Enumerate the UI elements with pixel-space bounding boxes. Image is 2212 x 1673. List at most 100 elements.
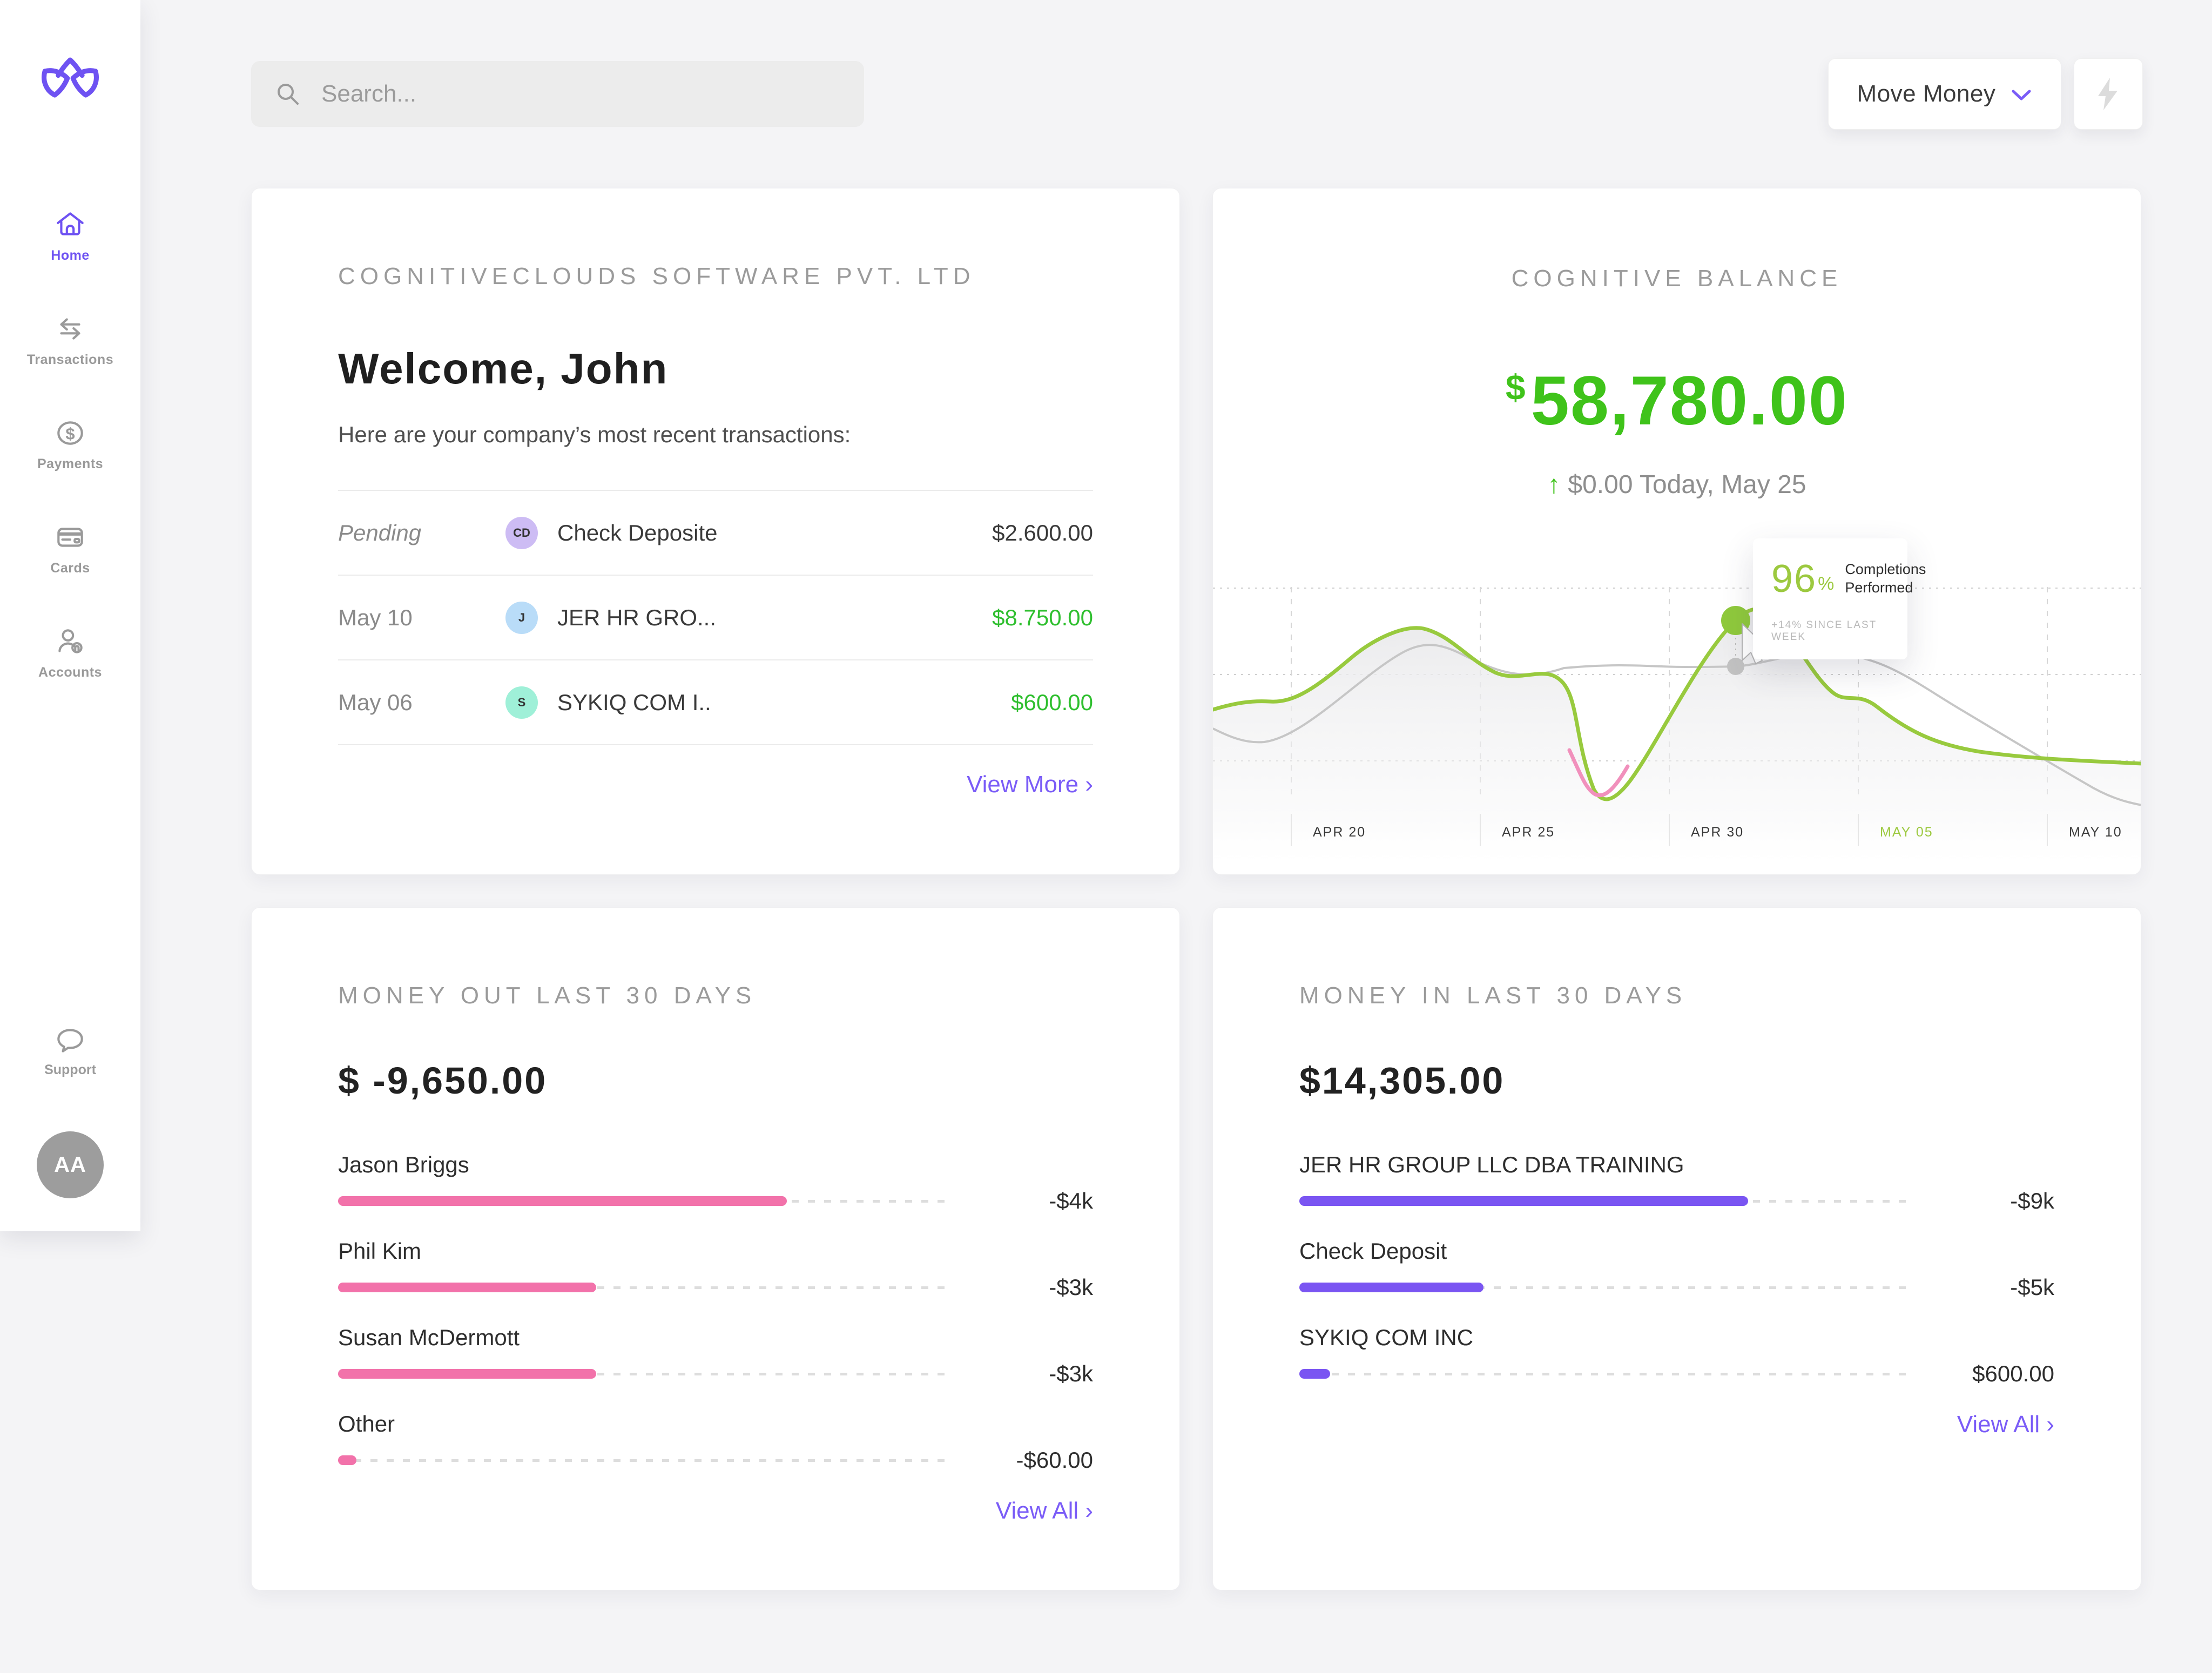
lightning-icon — [2098, 78, 2117, 110]
transaction-row[interactable]: May 10 J JER HR GRO... $8.750.00 — [338, 576, 1093, 660]
bar-value: -$5k — [2010, 1274, 2054, 1300]
previous-period-line — [1213, 644, 2141, 806]
view-all-link[interactable]: View All › — [995, 1497, 1093, 1524]
currency-symbol: $ — [1505, 367, 1526, 407]
money-out-row: Phil Kim -$3k — [338, 1238, 1093, 1300]
money-in-rows: JER HR GROUP LLC DBA TRAINING -$9k Check… — [1299, 1152, 2054, 1386]
balance-line-path — [1213, 607, 2141, 801]
bar-value: -$3k — [1049, 1274, 1093, 1300]
money-in-amount: $14,305.00 — [1299, 1060, 1505, 1102]
transaction-avatar: CD — [505, 516, 538, 549]
welcome-subtitle: Here are your company’s most recent tran… — [338, 422, 851, 447]
sidebar-item-accounts[interactable]: Accounts — [38, 625, 102, 680]
x-label: APR 25 — [1502, 825, 1555, 840]
bar-track — [1299, 1283, 1914, 1292]
payer-label: Check Deposit — [1299, 1238, 1447, 1264]
view-more-link[interactable]: View More › — [967, 771, 1093, 798]
sidebar-item-cards[interactable]: Cards — [50, 521, 90, 576]
transaction-avatar: J — [505, 601, 538, 634]
transaction-name: JER HR GRO... — [557, 604, 717, 630]
transaction-avatar: S — [505, 686, 538, 719]
transaction-amount: $600.00 — [1011, 689, 1093, 715]
transfer-arrows-icon — [60, 318, 80, 340]
up-arrow-icon: ↑ — [1547, 470, 1561, 499]
balance-chart-canvas: APR 20 APR 25 APR 30 MAY 05 MAY 10 — [1213, 587, 2141, 874]
company-card: COGNITIVECLOUDS SOFTWARE PVT. LTD Welcom… — [251, 188, 1180, 875]
transaction-name: Check Deposite — [557, 520, 718, 545]
sidebar-item-label: Accounts — [38, 665, 102, 680]
money-out-row: Other -$60.00 — [338, 1411, 1093, 1473]
view-all-link[interactable]: View All › — [1957, 1411, 2054, 1438]
x-axis-ticks — [1291, 814, 2048, 846]
bar-dash-line — [1299, 1373, 1914, 1375]
bar-track — [338, 1283, 953, 1292]
sidebar-item-transactions[interactable]: Transactions — [27, 312, 113, 368]
chevron-down-icon — [2012, 90, 2031, 100]
transaction-date: May 10 — [338, 604, 413, 630]
bar-value: $600.00 — [1972, 1361, 2054, 1386]
transactions-list: Pending CD Check Deposite $2.600.00 May … — [338, 490, 1093, 745]
sidebar-nav: Home Transactions $ Payme — [0, 208, 140, 680]
bar-dash-line — [1299, 1286, 1914, 1289]
transaction-row[interactable]: May 06 S SYKIQ COM I.. $600.00 — [338, 660, 1093, 745]
transaction-amount: $2.600.00 — [992, 520, 1093, 545]
move-money-button[interactable]: Move Money — [1828, 58, 2061, 130]
money-in-title: MONEY IN LAST 30 DAYS — [1299, 982, 1687, 1009]
bar-fill — [338, 1455, 357, 1465]
balance-area — [1213, 609, 2141, 874]
user-avatar[interactable]: AA — [37, 1131, 104, 1198]
search-input[interactable] — [321, 80, 842, 107]
x-label: APR 30 — [1691, 825, 1744, 840]
bar-value: -$3k — [1049, 1361, 1093, 1386]
tooltip-label: Completions Performed — [1845, 561, 1926, 596]
balance-chart[interactable]: APR 20 APR 25 APR 30 MAY 05 MAY 10 — [1213, 572, 2141, 874]
payee-label: Phil Kim — [338, 1238, 422, 1264]
x-label-highlighted: MAY 05 — [1880, 825, 1933, 840]
bar-fill — [1299, 1369, 1330, 1379]
balance-card: COGNITIVE BALANCE $58,780.00 ↑ $0.00 Toda… — [1212, 188, 2141, 875]
bar-track — [1299, 1196, 1914, 1206]
bar-track — [338, 1369, 953, 1379]
chat-bubble-icon — [57, 1029, 83, 1053]
money-in-card: MONEY IN LAST 30 DAYS $14,305.00 JER HR … — [1212, 907, 2141, 1590]
money-out-row: Susan McDermott -$3k — [338, 1325, 1093, 1386]
sidebar-item-label: Cards — [50, 561, 90, 576]
svg-text:$: $ — [65, 424, 75, 443]
transaction-name: SYKIQ COM I.. — [557, 689, 711, 715]
sidebar-item-payments[interactable]: $ Payments — [37, 416, 103, 472]
bar-fill — [338, 1283, 596, 1292]
sidebar-item-home[interactable]: Home — [51, 208, 89, 264]
transaction-amount: $8.750.00 — [992, 604, 1093, 630]
money-in-row: SYKIQ COM INC $600.00 — [1299, 1325, 2054, 1386]
company-card-title: COGNITIVECLOUDS SOFTWARE PVT. LTD — [338, 263, 975, 289]
previous-period-marker-dot — [1727, 658, 1744, 675]
sidebar-item-label: Support — [44, 1062, 96, 1077]
sidebar-item-label: Payments — [37, 456, 104, 471]
quick-actions-button[interactable] — [2074, 58, 2143, 130]
sidebar-item-support[interactable]: Support — [0, 1023, 140, 1078]
brand-logo[interactable] — [0, 0, 140, 119]
transaction-row[interactable]: Pending CD Check Deposite $2.600.00 — [338, 491, 1093, 576]
bar-dash-line — [338, 1459, 953, 1462]
transaction-date: May 06 — [338, 689, 413, 715]
user-badge-icon — [58, 629, 83, 653]
balance-amount-line: $58,780.00 — [1213, 361, 2141, 441]
search-icon — [278, 84, 299, 105]
bar-track — [338, 1196, 953, 1206]
credit-card-icon — [57, 528, 83, 547]
balance-card-title: COGNITIVE BALANCE — [1511, 265, 1843, 292]
bar-value: -$60.00 — [1016, 1447, 1093, 1473]
bar-fill — [338, 1369, 596, 1379]
money-out-title: MONEY OUT LAST 30 DAYS — [338, 982, 757, 1009]
money-out-row: Jason Briggs -$4k — [338, 1152, 1093, 1213]
x-label: MAY 10 — [2069, 825, 2122, 840]
bar-fill — [1299, 1196, 1748, 1206]
search-bar — [251, 61, 864, 127]
bar-fill — [338, 1196, 787, 1206]
bar-track — [338, 1455, 953, 1465]
brand-logo-icon — [42, 57, 99, 98]
payee-label: Other — [338, 1411, 395, 1436]
sidebar-item-label: Transactions — [26, 352, 114, 367]
dollar-circle-icon: $ — [57, 421, 83, 445]
